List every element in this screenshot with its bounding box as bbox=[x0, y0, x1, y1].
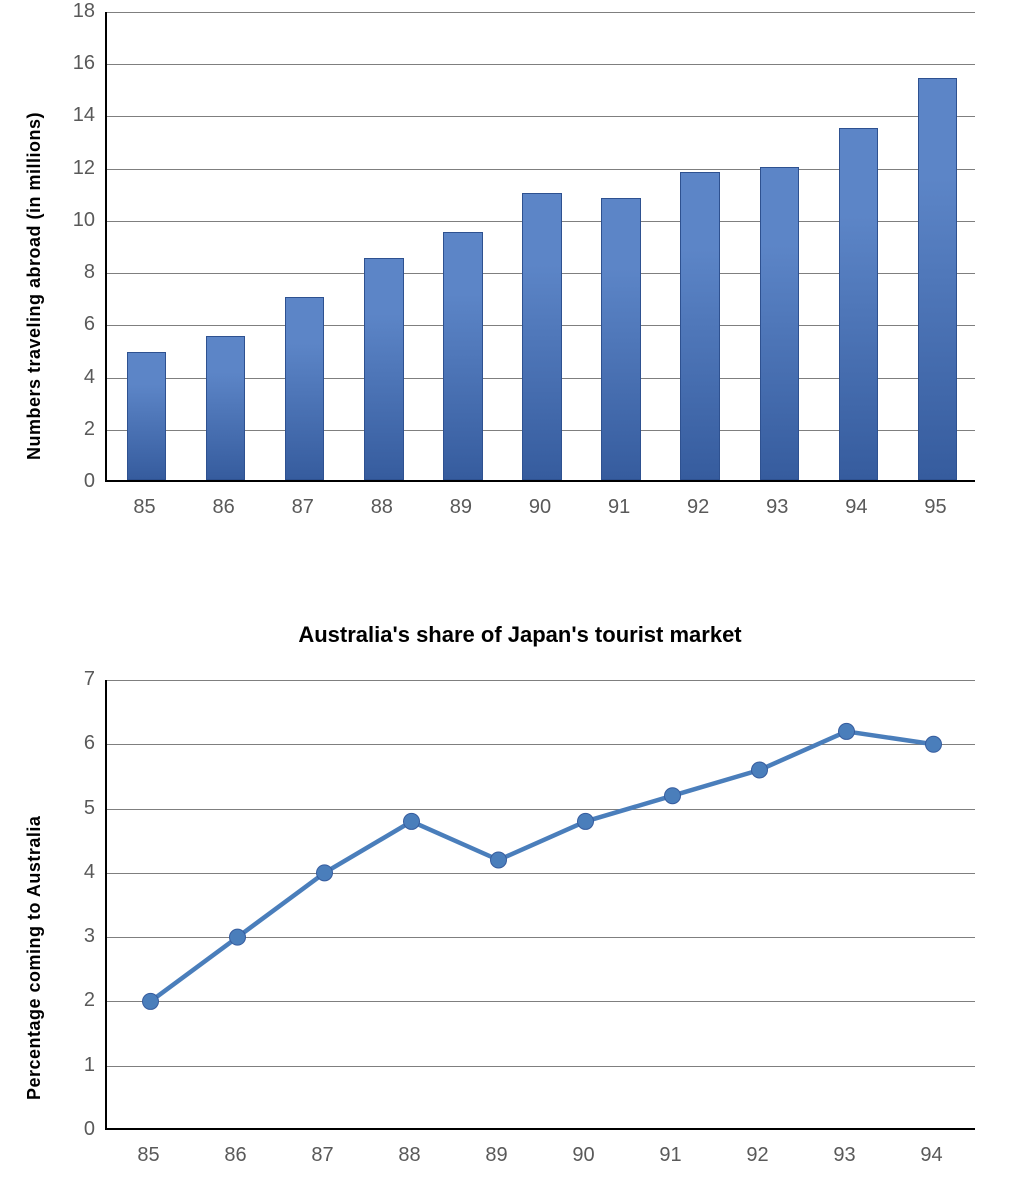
line-chart-xtick-label: 91 bbox=[641, 1144, 701, 1167]
bar-chart-ytick-label: 4 bbox=[55, 366, 95, 389]
bar-chart-gridline bbox=[107, 64, 975, 65]
line-marker bbox=[491, 852, 507, 868]
bar bbox=[522, 193, 562, 480]
bar-chart-ytick-label: 0 bbox=[55, 470, 95, 493]
bar-chart-ytick-label: 18 bbox=[55, 0, 95, 23]
bar-chart-gridline bbox=[107, 116, 975, 117]
line-chart-xtick-label: 88 bbox=[380, 1144, 440, 1167]
line-chart-ytick-label: 5 bbox=[60, 797, 95, 820]
line-chart-svg bbox=[107, 680, 977, 1130]
bar-chart-ytick-label: 2 bbox=[55, 418, 95, 441]
bar bbox=[285, 297, 325, 480]
bar-chart-xtick-label: 86 bbox=[194, 496, 254, 519]
bar-chart-ytick-label: 14 bbox=[55, 104, 95, 127]
line-chart-ytick-label: 1 bbox=[60, 1054, 95, 1077]
line-marker bbox=[839, 723, 855, 739]
bar-chart-xtick-label: 85 bbox=[115, 496, 175, 519]
bar-chart-xtick-label: 93 bbox=[747, 496, 807, 519]
bar-chart-xtick-label: 92 bbox=[668, 496, 728, 519]
line-chart-xtick-label: 85 bbox=[119, 1144, 179, 1167]
bar-chart-xtick-label: 91 bbox=[589, 496, 649, 519]
bar bbox=[443, 232, 483, 480]
line-marker bbox=[578, 813, 594, 829]
bar-chart-ytick-label: 12 bbox=[55, 157, 95, 180]
bar bbox=[601, 198, 641, 480]
bar-chart-xtick-label: 87 bbox=[273, 496, 333, 519]
bar-chart-ytick-label: 10 bbox=[55, 209, 95, 232]
line-marker bbox=[926, 736, 942, 752]
line-chart-ylabel: Percentage coming to Australia bbox=[24, 816, 45, 1100]
line-marker bbox=[404, 813, 420, 829]
line-chart-xtick-label: 90 bbox=[554, 1144, 614, 1167]
bar bbox=[206, 336, 246, 480]
bar-chart-xtick-label: 88 bbox=[352, 496, 412, 519]
bar-chart-xtick-label: 89 bbox=[431, 496, 491, 519]
line-marker bbox=[230, 929, 246, 945]
line-chart-xtick-label: 93 bbox=[815, 1144, 875, 1167]
line-chart-ytick-label: 6 bbox=[60, 732, 95, 755]
line-chart-xtick-label: 89 bbox=[467, 1144, 527, 1167]
line-chart-ytick-label: 7 bbox=[60, 668, 95, 691]
bar bbox=[364, 258, 404, 480]
bar-chart-ytick-label: 8 bbox=[55, 261, 95, 284]
line-chart-title: Australia's share of Japan's tourist mar… bbox=[170, 622, 870, 648]
bar bbox=[127, 352, 167, 480]
bar-chart-ytick-label: 16 bbox=[55, 52, 95, 75]
line-chart-ytick-label: 2 bbox=[60, 989, 95, 1012]
bar-chart-plot-area bbox=[105, 12, 975, 482]
line-series bbox=[151, 731, 934, 1001]
bar bbox=[680, 172, 720, 480]
line-chart-xtick-label: 94 bbox=[902, 1144, 962, 1167]
bar-chart-xtick-label: 95 bbox=[905, 496, 965, 519]
line-chart-xtick-label: 86 bbox=[206, 1144, 266, 1167]
line-chart-xtick-label: 87 bbox=[293, 1144, 353, 1167]
bar-chart-xtick-label: 90 bbox=[510, 496, 570, 519]
line-marker bbox=[143, 993, 159, 1009]
line-chart-ytick-label: 0 bbox=[60, 1118, 95, 1141]
line-marker bbox=[317, 865, 333, 881]
bar-chart-gridline bbox=[107, 12, 975, 13]
page: Japanese tourists travelling abroad Numb… bbox=[0, 0, 1022, 1194]
line-marker bbox=[665, 788, 681, 804]
bar bbox=[918, 78, 958, 480]
line-marker bbox=[752, 762, 768, 778]
bar-chart-ytick-label: 6 bbox=[55, 313, 95, 336]
line-chart-ytick-label: 3 bbox=[60, 925, 95, 948]
bar bbox=[760, 167, 800, 480]
line-chart-ytick-label: 4 bbox=[60, 861, 95, 884]
line-chart-plot-area bbox=[105, 680, 975, 1130]
bar-chart-ylabel: Numbers traveling abroad (in millions) bbox=[24, 112, 45, 460]
bar bbox=[839, 128, 879, 481]
bar-chart-xtick-label: 94 bbox=[826, 496, 886, 519]
line-chart-xtick-label: 92 bbox=[728, 1144, 788, 1167]
